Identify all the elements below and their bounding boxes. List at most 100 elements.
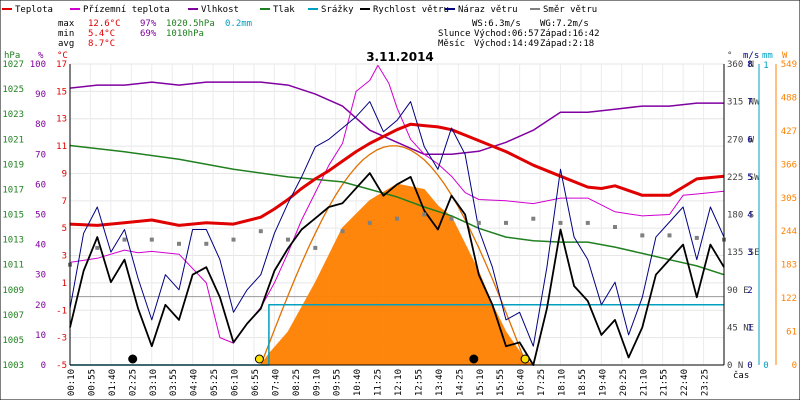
tick-x-31: 23:25 xyxy=(701,369,711,396)
tick-pct-2: 80 xyxy=(35,120,46,130)
legend-label-3: Tlak xyxy=(273,5,295,15)
tick-w-6: 183 xyxy=(781,261,797,271)
legend-label-4: Srážky xyxy=(321,5,354,15)
humidity-line xyxy=(69,81,724,156)
wind-direction-point-22 xyxy=(667,233,672,238)
wind-direction-point-2 xyxy=(122,237,127,242)
info-sun-rise: Východ:06:57 xyxy=(474,29,539,39)
tick-ms-6: 2 xyxy=(747,286,752,296)
tick-w-4: 305 xyxy=(781,194,797,204)
tick-x-24: 18:10 xyxy=(558,369,568,396)
chart-title: 3.11.2014 xyxy=(366,50,434,64)
tick-ms-0: 8 xyxy=(747,60,752,70)
tick-hpa-10: 1007 xyxy=(2,311,24,321)
info-sun-label: Slunce xyxy=(438,29,471,39)
tick-x-0: 00:10 xyxy=(67,369,77,396)
tick-x-5: 03:55 xyxy=(169,369,179,396)
tick-mm-0: 1 xyxy=(763,61,768,71)
tick-w-1: 488 xyxy=(781,93,797,103)
sunrise-marker xyxy=(254,354,264,364)
tick-w-5: 244 xyxy=(781,227,797,237)
wind-direction-point-3 xyxy=(149,237,154,242)
tick-dir-2: 270 W xyxy=(727,135,755,145)
info-moon-label: Měsíc xyxy=(438,39,465,49)
wind-direction-point-13 xyxy=(422,212,427,217)
wind-direction-point-18 xyxy=(558,220,563,225)
tick-hpa-2: 1023 xyxy=(2,110,24,120)
tick-pct-5: 50 xyxy=(35,211,46,221)
info-wg: WG:7.2m/s xyxy=(540,19,589,29)
axes: 1027102510231021101910171015101310111009… xyxy=(2,60,797,396)
tick-c-11: -5 xyxy=(56,361,67,371)
tick-mm-1: 0 xyxy=(763,361,768,371)
tick-x-6: 04:40 xyxy=(190,369,200,396)
tick-c-2: 13 xyxy=(56,115,67,125)
stat-max-hum: 97% xyxy=(140,19,157,29)
tick-x-28: 21:10 xyxy=(639,369,649,396)
stat-max-label: max xyxy=(58,19,75,29)
info-moon-set: Západ:2:18 xyxy=(540,39,594,49)
tick-w-8: 61 xyxy=(786,328,797,338)
unit-pct: % xyxy=(38,51,44,61)
tick-pct-4: 60 xyxy=(35,180,46,190)
tick-hpa-5: 1017 xyxy=(2,185,24,195)
wind-direction-point-14 xyxy=(449,216,454,221)
legend-label-2: Vlhkost xyxy=(201,5,239,15)
info-moon-rise: Východ:14:49 xyxy=(474,39,539,49)
tick-pct-3: 70 xyxy=(35,150,46,160)
tick-c-4: 9 xyxy=(62,169,67,179)
wind-direction-point-11 xyxy=(367,220,372,225)
tick-hpa-12: 1003 xyxy=(2,361,24,371)
tick-dir-4: 180 S xyxy=(727,211,754,221)
tick-c-6: 5 xyxy=(62,224,67,234)
tick-x-22: 16:40 xyxy=(517,369,527,396)
tick-x-8: 06:10 xyxy=(231,369,241,396)
wind-direction-point-4 xyxy=(177,241,181,246)
legend-label-6: Náraz větru xyxy=(458,5,518,15)
wind-direction-point-12 xyxy=(395,216,399,221)
tick-hpa-0: 1027 xyxy=(2,60,24,70)
tick-ms-4: 4 xyxy=(747,211,752,221)
tick-dir-8: 0 N xyxy=(727,361,743,371)
wind-direction-point-15 xyxy=(476,220,481,225)
wind-direction-point-8 xyxy=(286,237,290,242)
tick-x-18: 13:40 xyxy=(435,369,445,396)
tick-pct-9: 10 xyxy=(35,331,46,341)
tick-x-16: 12:10 xyxy=(394,369,404,396)
tick-dir-7: 45 NE xyxy=(727,323,754,333)
legend: Teplota Přízemní teplota Vlhkost Tlak Srážky… xyxy=(2,5,597,15)
unit-deg: ° xyxy=(727,51,732,61)
info-ws: WS:6.3m/s xyxy=(472,19,521,29)
tick-c-10: -3 xyxy=(56,334,67,344)
wind-direction-point-21 xyxy=(640,233,645,238)
tick-pct-6: 40 xyxy=(35,241,46,251)
tick-x-4: 03:10 xyxy=(149,369,159,396)
stats-block: max 12.6°C 97% 1020.5hPa 0.2mm min 5.4°C… xyxy=(58,19,252,49)
stat-max-press: 1020.5hPa xyxy=(166,19,215,29)
legend-label-1: Přízemní teplota xyxy=(83,5,170,15)
axis-units: hPa % °C ° m/s mm W čas xyxy=(4,51,788,381)
tick-w-0: 549 xyxy=(781,60,797,70)
info-sun-set: Západ:16:42 xyxy=(540,29,600,39)
tick-c-1: 15 xyxy=(56,87,67,97)
unit-x: čas xyxy=(733,370,749,381)
tick-x-10: 07:40 xyxy=(271,369,281,396)
tick-dir-1: 315 NW xyxy=(727,98,760,108)
tick-hpa-7: 1013 xyxy=(2,236,24,246)
tick-ms-3: 5 xyxy=(747,173,752,183)
tick-c-5: 7 xyxy=(62,197,67,207)
stat-avg-temp: 8.7°C xyxy=(88,39,115,49)
wind-direction-point-9 xyxy=(313,245,318,250)
info-block: WS:6.3m/s WG:7.2m/s Slunce Východ:06:57 … xyxy=(438,19,600,49)
tick-x-2: 01:40 xyxy=(108,369,118,396)
unit-ms: m/s xyxy=(743,51,759,61)
tick-x-19: 14:25 xyxy=(455,369,465,396)
tick-hpa-11: 1005 xyxy=(2,336,24,346)
legend-label-7: Směr větru xyxy=(543,5,597,15)
unit-c: °C xyxy=(57,51,68,61)
wind-gust-line xyxy=(69,101,725,347)
tick-w-3: 366 xyxy=(781,160,797,170)
tick-x-27: 20:25 xyxy=(619,369,629,396)
tick-x-15: 11:25 xyxy=(374,369,384,396)
line-series xyxy=(68,64,726,366)
